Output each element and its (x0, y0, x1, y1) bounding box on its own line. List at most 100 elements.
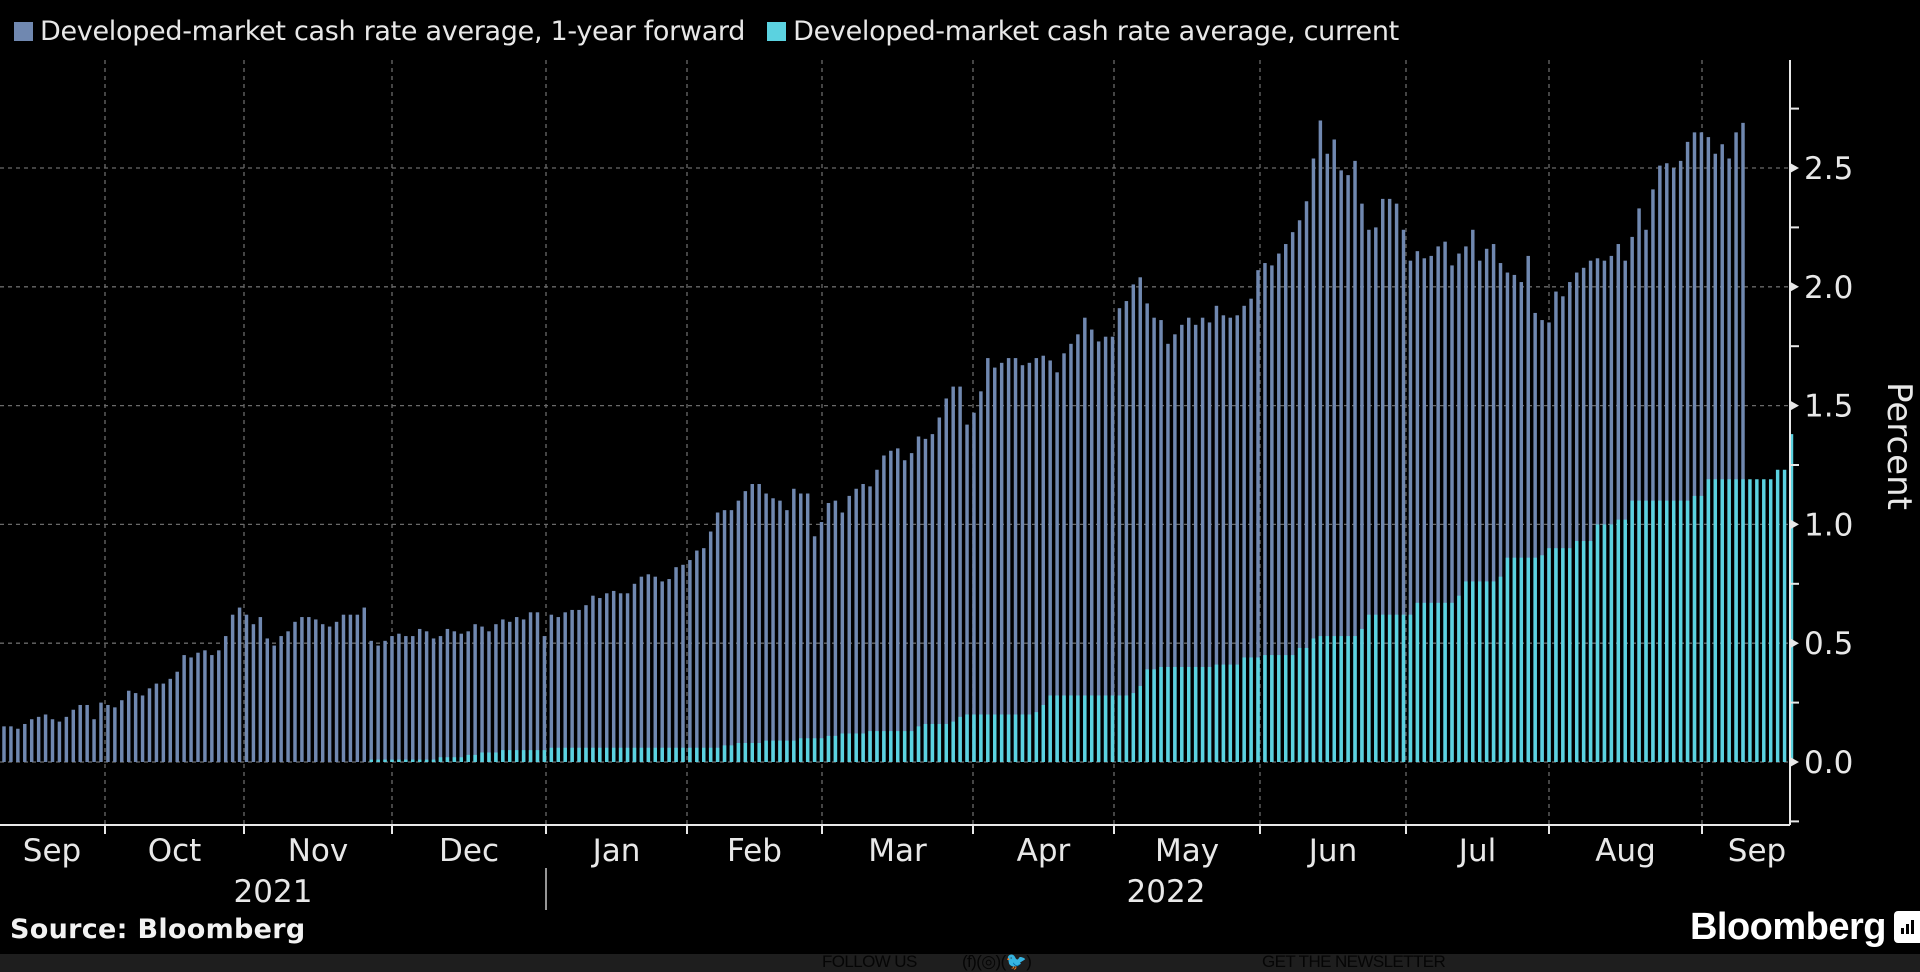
bar-current (542, 750, 547, 762)
bar-forward (1096, 341, 1101, 762)
bar-forward (1387, 198, 1392, 762)
bar-forward (120, 700, 124, 762)
bar-current (979, 714, 983, 762)
axes (0, 60, 1799, 910)
bar-forward (958, 386, 962, 762)
bar-current (861, 733, 865, 762)
bar-forward (1138, 277, 1142, 762)
x-month-label: Jun (1307, 833, 1357, 869)
bar-forward (445, 628, 450, 762)
bar-forward (1367, 229, 1371, 762)
bar-forward (598, 598, 602, 762)
bar-current (1360, 628, 1364, 762)
bar-current (1533, 557, 1537, 762)
bar-current (1658, 500, 1662, 762)
bar-forward (702, 548, 706, 762)
bar-forward (1450, 265, 1454, 762)
bar-current (528, 750, 533, 762)
bar-current (1096, 695, 1101, 762)
y-tick-marker (1790, 757, 1799, 767)
bar-forward (646, 574, 651, 762)
newsletter-link[interactable]: GET THE NEWSLETTER (1262, 952, 1446, 971)
bar-forward (1443, 241, 1447, 762)
bar-current (902, 731, 907, 762)
bar-forward (521, 619, 526, 762)
bar-current (1110, 695, 1115, 762)
bar-current (1284, 655, 1288, 762)
bar-current (605, 747, 609, 762)
bar-forward (1332, 139, 1336, 762)
bar-current (1131, 693, 1136, 762)
bar-forward (1187, 317, 1191, 762)
bar-current (812, 738, 817, 762)
bar-current (1547, 548, 1551, 762)
bar-forward (591, 595, 595, 762)
bar-forward (993, 367, 997, 762)
social-icons[interactable]: (f)(◎)(🐦) (962, 952, 1032, 971)
bar-forward (1221, 315, 1226, 762)
bar-forward (1304, 201, 1309, 762)
bar-current (750, 742, 754, 762)
bar-forward (729, 510, 734, 762)
bar-current (771, 740, 775, 762)
bar-forward (78, 704, 82, 762)
y-tick-marker (1790, 519, 1799, 530)
bar-current (1623, 519, 1627, 762)
bar-forward (535, 612, 540, 762)
bar-current (1027, 714, 1032, 762)
bar-forward (743, 491, 748, 762)
bar-forward (840, 512, 845, 762)
bar-forward (605, 593, 609, 762)
bar-forward (1408, 260, 1413, 762)
bar-forward (459, 633, 463, 762)
bar-forward (1720, 144, 1724, 763)
bar-current (819, 738, 824, 762)
bar-forward (64, 716, 69, 762)
y-tick-marker (1790, 163, 1799, 173)
bar-current (1166, 666, 1170, 762)
bar-forward (196, 652, 200, 762)
bar-forward (923, 438, 928, 762)
bar-current (778, 740, 782, 762)
chart-legend: Developed-market cash rate average, 1-ye… (14, 14, 1421, 48)
bar-current (501, 750, 505, 762)
bar-current (805, 738, 810, 762)
bar-forward (1242, 305, 1246, 762)
bar-current (411, 759, 415, 762)
bar-current (785, 740, 789, 762)
bar-forward (1630, 236, 1634, 763)
bar-forward (1270, 265, 1274, 762)
bar-current (431, 759, 436, 762)
follow-us-link[interactable]: FOLLOW US (822, 952, 917, 971)
bar-forward (1623, 260, 1627, 762)
bar-current (1048, 695, 1052, 762)
bar-current (1263, 655, 1267, 762)
bar-forward (1401, 229, 1406, 762)
bar-forward (1284, 244, 1288, 763)
bar-current (577, 747, 581, 762)
bar-forward (653, 576, 657, 762)
series-current-bars (369, 434, 1794, 762)
bar-forward (126, 690, 131, 762)
y-tick-marker (1790, 400, 1799, 411)
bar-forward (632, 583, 637, 762)
bar-current (1595, 524, 1600, 762)
bar-forward (307, 617, 311, 762)
bar-forward (611, 590, 616, 762)
bar-forward (868, 486, 872, 762)
bar-forward (1644, 229, 1648, 762)
bar-current (916, 726, 921, 762)
legend-item-current: Developed-market cash rate average, curr… (767, 16, 1399, 47)
x-month-label: May (1155, 833, 1219, 869)
y-tick-label: 0.0 (1804, 745, 1853, 781)
bar-forward (1713, 153, 1718, 762)
bar-forward (217, 650, 221, 762)
bar-current (1394, 614, 1399, 762)
bar-forward (203, 650, 207, 762)
bar-forward (1173, 334, 1177, 762)
bar-forward (1484, 248, 1489, 762)
bar-current (598, 747, 602, 762)
bar-forward (1055, 372, 1059, 762)
bar-forward (1339, 170, 1343, 763)
bar-current (1561, 548, 1565, 762)
